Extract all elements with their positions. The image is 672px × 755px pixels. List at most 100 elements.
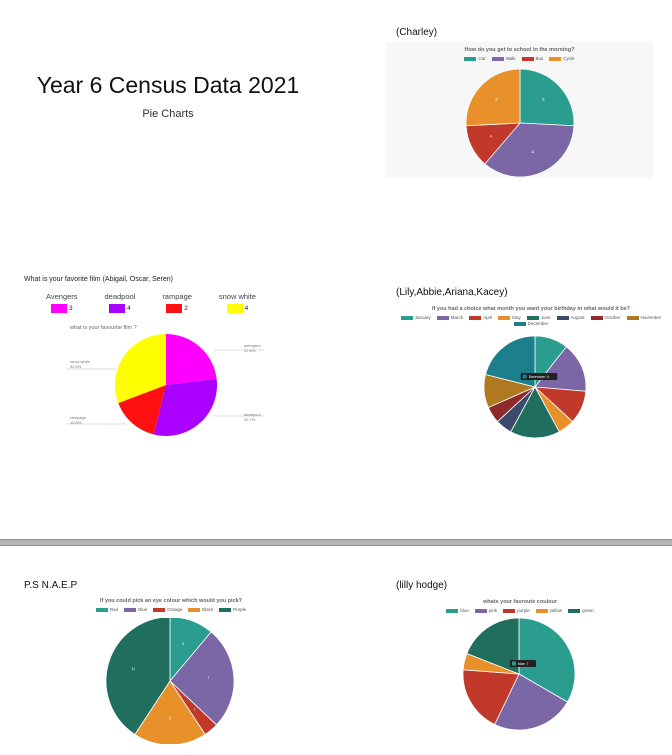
swatch — [166, 304, 183, 313]
chart-title: If you could pick an eye colour which wo… — [99, 598, 243, 604]
pie-slice-pink[interactable] — [494, 673, 569, 731]
legend-item[interactable]: April — [469, 315, 492, 320]
legend-label: November — [640, 315, 662, 320]
legend-label: August — [570, 315, 585, 320]
legend-item[interactable]: Walk — [491, 56, 516, 61]
slice-value-label: 4 — [490, 134, 492, 138]
chart-legend: Red Blue Orange Black Purple — [66, 607, 276, 612]
legend-label: June — [540, 315, 551, 320]
legend-item[interactable]: August — [556, 315, 585, 320]
chart-card-eye: If you could pick an eye colour which wo… — [66, 594, 276, 744]
legend-swatch — [498, 315, 511, 320]
legend-label: December — [527, 321, 549, 326]
pie-slice-avengers[interactable] — [166, 334, 217, 385]
legend-label: Red — [109, 607, 119, 612]
slice-value-label: 8 — [543, 98, 545, 102]
legend-item[interactable]: Red — [95, 607, 119, 612]
legend-item[interactable]: purple — [503, 608, 530, 613]
legend-item[interactable]: Cycle — [549, 56, 575, 61]
film-count: 2 — [184, 305, 188, 312]
pie-slice-rampage[interactable] — [118, 385, 166, 435]
film-callout-lines — [66, 349, 264, 425]
film-count: 4 — [244, 305, 249, 312]
chart-card-colour: whats your favroute coulour blue pink purp… — [420, 596, 620, 736]
legend-swatch — [535, 608, 548, 613]
chart-legend: Car Walk Bus Cycle — [386, 56, 653, 61]
legend-swatch — [568, 608, 581, 613]
pie-slice-walk[interactable] — [484, 122, 575, 178]
legend-swatch — [526, 315, 539, 320]
legend-label: Black — [202, 607, 214, 612]
pie-slice-cycle[interactable] — [465, 68, 521, 127]
pie-slice-blue[interactable] — [169, 631, 235, 726]
pie-slice-purple[interactable] — [105, 618, 171, 736]
film-subtitle: what is your favourite film ? — [70, 325, 137, 331]
slice-value-label: 3 — [182, 642, 184, 646]
legend-swatch — [436, 315, 449, 320]
pie-slice-march[interactable] — [534, 346, 587, 392]
chart-title: whats your favroute coulour — [483, 599, 557, 605]
callout-rampage: rampage 10.8% — [70, 415, 86, 425]
legend-item[interactable]: yellow — [535, 608, 563, 613]
film-legend-label: rampage — [162, 292, 192, 301]
legend-swatch — [95, 607, 108, 612]
pie-slice-snow-white[interactable] — [115, 334, 166, 404]
lilly-label: (lilly hodge) — [396, 580, 448, 591]
legend-swatch — [491, 56, 504, 61]
tooltip-text: December: 4 — [529, 375, 549, 379]
pie-chart-film — [115, 334, 217, 436]
tooltip-box — [520, 373, 558, 380]
pie-slice-car[interactable] — [519, 68, 575, 127]
tooltip-swatch — [522, 374, 527, 379]
pie-slice-blue[interactable] — [518, 617, 576, 703]
legend-item[interactable]: Purple — [219, 607, 246, 612]
pie-slice-purple[interactable] — [462, 669, 520, 725]
pie-slice-deadpool[interactable] — [153, 378, 217, 436]
chart-tooltip: blue: 7 — [509, 660, 537, 667]
legend-label: blue — [460, 608, 469, 613]
pie-slice-green[interactable] — [466, 617, 520, 675]
legend-label: Blue — [138, 607, 148, 612]
page-subtitle: Pie Charts — [142, 108, 194, 120]
film-legend-label: snow white — [218, 292, 256, 301]
legend-item[interactable]: green — [568, 608, 594, 613]
tooltip-text: blue: 7 — [518, 662, 529, 666]
legend-item[interactable]: Orange — [153, 607, 182, 612]
legend-item[interactable]: Car — [464, 56, 486, 61]
legend-item[interactable]: November — [626, 315, 662, 320]
legend-item[interactable]: March — [436, 315, 463, 320]
legend-label: Orange — [167, 607, 183, 612]
legend-item[interactable]: June — [526, 315, 551, 320]
slice-value-label: 5 — [169, 716, 171, 720]
chart-title: If you had a choice what month you want … — [431, 306, 630, 312]
legend-swatch — [626, 315, 639, 320]
slice-value-label: 11 — [531, 150, 535, 154]
swatch — [50, 304, 67, 313]
legend-label: January — [414, 315, 431, 320]
pie-slice-june[interactable] — [510, 386, 560, 439]
legend-item[interactable]: December — [513, 321, 549, 326]
pie-chart-transport: 8 11 4 8 — [465, 68, 575, 178]
legend-swatch — [474, 608, 487, 613]
legend-label: yellow — [549, 608, 563, 613]
film-legend-deadpool: deadpool 4 — [104, 292, 136, 313]
legend-label: Car — [478, 56, 486, 61]
legend-item[interactable]: Blue — [124, 607, 147, 612]
legend-item[interactable]: January — [400, 315, 431, 320]
legend-swatch — [513, 321, 526, 326]
legend-item[interactable]: Black — [188, 607, 213, 612]
legend-swatch — [521, 56, 534, 61]
pie-slice-black[interactable] — [134, 680, 206, 744]
legend-swatch — [400, 315, 413, 320]
legend-item[interactable]: blue — [446, 608, 469, 613]
chart-legend: blue pink purple yellow green — [420, 608, 620, 613]
legend-item[interactable]: pink — [474, 608, 497, 613]
legend-swatch — [124, 607, 137, 612]
legend-item[interactable]: Bus — [521, 56, 543, 61]
film-legend-label: deadpool — [104, 292, 136, 301]
legend-item[interactable]: May — [498, 315, 521, 320]
chart-card-transport: How do you get to school in the morning?… — [386, 42, 653, 178]
legend-item[interactable]: October — [590, 315, 621, 320]
charley-label: (Charley) — [396, 27, 438, 38]
lily-label: (Lily,Abbie,Ariana,Kacey) — [396, 287, 508, 298]
